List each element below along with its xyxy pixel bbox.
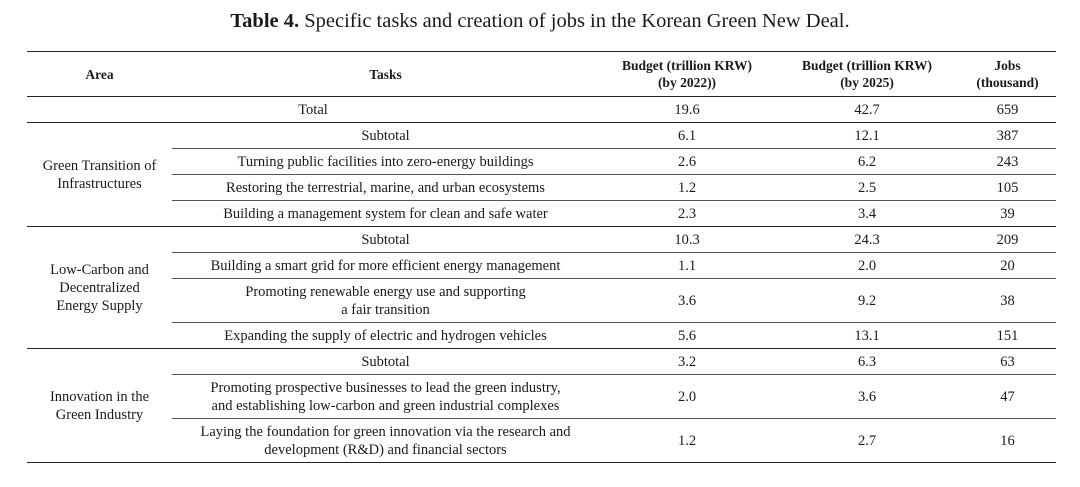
task-line: and establishing low-carbon and green in… bbox=[211, 397, 560, 414]
header-jobs: Jobs (thousand) bbox=[959, 51, 1056, 97]
table-row: Promoting prospective businesses to lead… bbox=[27, 374, 1056, 419]
budget-2022-cell: 2.3 bbox=[599, 200, 775, 227]
total-label: Total bbox=[27, 96, 599, 123]
table-row: Expanding the supply of electric and hyd… bbox=[27, 322, 1056, 349]
table-row: Building a smart grid for more efficient… bbox=[27, 252, 1056, 279]
task-cell: Building a management system for clean a… bbox=[172, 200, 599, 227]
table-row: Building a management system for clean a… bbox=[27, 200, 1056, 227]
budget-2025-cell: 12.1 bbox=[775, 122, 959, 149]
area-cell: Low-Carbon and Decentralized Energy Supp… bbox=[27, 226, 172, 349]
budget-2022-cell: 5.6 bbox=[599, 322, 775, 349]
total-budget-2022: 19.6 bbox=[599, 96, 775, 123]
header-jobs-line2: (thousand) bbox=[976, 75, 1039, 90]
jobs-cell: 209 bbox=[959, 226, 1056, 253]
task-line: development (R&D) and financial sectors bbox=[264, 441, 507, 458]
total-budget-2025: 42.7 bbox=[775, 96, 959, 123]
header-budget-2025: Budget (trillion KRW) (by 2025) bbox=[775, 51, 959, 97]
area-line: Infrastructures bbox=[57, 175, 142, 192]
budget-2025-cell: 2.0 bbox=[775, 252, 959, 279]
task-cell: Expanding the supply of electric and hyd… bbox=[172, 322, 599, 349]
total-row: Total 19.6 42.7 659 bbox=[27, 96, 1056, 123]
table-row: Green Transition of Infrastructures Subt… bbox=[27, 122, 1056, 227]
header-row: Area Tasks Budget (trillion KRW) (by 202… bbox=[27, 51, 1056, 97]
jobs-cell: 20 bbox=[959, 252, 1056, 279]
jobs-cell: 243 bbox=[959, 148, 1056, 175]
task-line: Promoting prospective businesses to lead… bbox=[210, 379, 561, 396]
area-line: Low-Carbon and bbox=[50, 261, 149, 278]
task-cell: Restoring the terrestrial, marine, and u… bbox=[172, 174, 599, 201]
task-cell: Subtotal bbox=[172, 348, 599, 375]
area-cell: Innovation in the Green Industry bbox=[27, 349, 172, 463]
table-row: Low-Carbon and Decentralized Energy Supp… bbox=[27, 226, 1056, 349]
budget-2022-cell: 10.3 bbox=[599, 226, 775, 253]
budget-2025-cell: 2.5 bbox=[775, 174, 959, 201]
header-budget-2025-line1: Budget (trillion KRW) bbox=[801, 58, 933, 73]
table-row: Promoting renewable energy use and suppo… bbox=[27, 278, 1056, 323]
budget-2025-cell: 6.2 bbox=[775, 148, 959, 175]
budget-2022-cell: 6.1 bbox=[599, 122, 775, 149]
budget-2022-cell: 1.2 bbox=[677, 432, 697, 449]
jobs-cell: 105 bbox=[959, 174, 1056, 201]
task-cell: Subtotal bbox=[172, 226, 599, 253]
budget-2022-cell: 2.0 bbox=[599, 374, 775, 419]
jobs-table: Area Tasks Budget (trillion KRW) (by 202… bbox=[27, 51, 1056, 463]
jobs-cell: 38 bbox=[959, 278, 1056, 323]
header-budget-2022: Budget (trillion KRW) (by 2022)) bbox=[599, 51, 775, 97]
area-line: Innovation in the bbox=[49, 388, 150, 405]
header-budget-2022-line2: (by 2022)) bbox=[657, 75, 717, 90]
jobs-cell: 63 bbox=[959, 348, 1056, 375]
table-label: Table 4. bbox=[230, 10, 300, 32]
budget-2025-cell: 2.7 bbox=[857, 432, 877, 449]
area-line: Energy Supply bbox=[56, 297, 143, 314]
jobs-cell: 47 bbox=[959, 374, 1056, 419]
budget-2025-cell: 3.6 bbox=[775, 374, 959, 419]
header-jobs-line1: Jobs bbox=[994, 58, 1021, 73]
total-jobs: 659 bbox=[959, 96, 1056, 123]
header-area: Area bbox=[27, 51, 172, 97]
table-row: Laying the foundation for green innovati… bbox=[27, 419, 1056, 463]
budget-2022-cell: 1.2 bbox=[599, 174, 775, 201]
task-cell: Promoting prospective businesses to lead… bbox=[172, 374, 599, 419]
budget-2022-cell: 3.2 bbox=[599, 348, 775, 375]
area-line: Green Industry bbox=[55, 406, 144, 423]
header-budget-2025-line2: (by 2025) bbox=[840, 75, 894, 90]
task-cell: Building a smart grid for more efficient… bbox=[172, 252, 599, 279]
header-budget-2022-line1: Budget (trillion KRW) bbox=[621, 58, 753, 73]
budget-2025-cell: 9.2 bbox=[775, 278, 959, 323]
budget-2022-cell: 1.1 bbox=[599, 252, 775, 279]
task-line: a fair transition bbox=[341, 301, 430, 318]
area-line: Decentralized bbox=[59, 279, 140, 296]
task-cell: Subtotal bbox=[172, 122, 599, 149]
table-row: Restoring the terrestrial, marine, and u… bbox=[27, 174, 1056, 201]
jobs-cell: 16 bbox=[1000, 432, 1015, 449]
table-caption-text: Specific tasks and creation of jobs in t… bbox=[304, 10, 850, 32]
jobs-cell: 387 bbox=[959, 122, 1056, 149]
area-line: Green Transition of bbox=[42, 157, 157, 174]
budget-2025-cell: 24.3 bbox=[775, 226, 959, 253]
budget-2022-cell: 2.6 bbox=[599, 148, 775, 175]
area-cell: Green Transition of Infrastructures bbox=[27, 122, 172, 227]
jobs-cell: 39 bbox=[959, 200, 1056, 227]
task-line: Laying the foundation for green innovati… bbox=[200, 423, 571, 440]
budget-2025-cell: 6.3 bbox=[775, 348, 959, 375]
task-cell: Laying the foundation for green innovati… bbox=[172, 419, 599, 463]
budget-2025-cell: 3.4 bbox=[775, 200, 959, 227]
budget-2022-cell: 3.6 bbox=[599, 278, 775, 323]
header-tasks: Tasks bbox=[172, 51, 599, 97]
table-row: Innovation in the Green Industry Subtota… bbox=[27, 348, 1056, 423]
table-caption: Table 4. Specific tasks and creation of … bbox=[0, 8, 1080, 34]
task-cell: Turning public facilities into zero-ener… bbox=[172, 148, 599, 175]
jobs-cell: 151 bbox=[959, 322, 1056, 349]
task-line: Promoting renewable energy use and suppo… bbox=[245, 283, 526, 300]
task-cell: Promoting renewable energy use and suppo… bbox=[172, 278, 599, 323]
table-row: Turning public facilities into zero-ener… bbox=[27, 148, 1056, 175]
budget-2025-cell: 13.1 bbox=[775, 322, 959, 349]
